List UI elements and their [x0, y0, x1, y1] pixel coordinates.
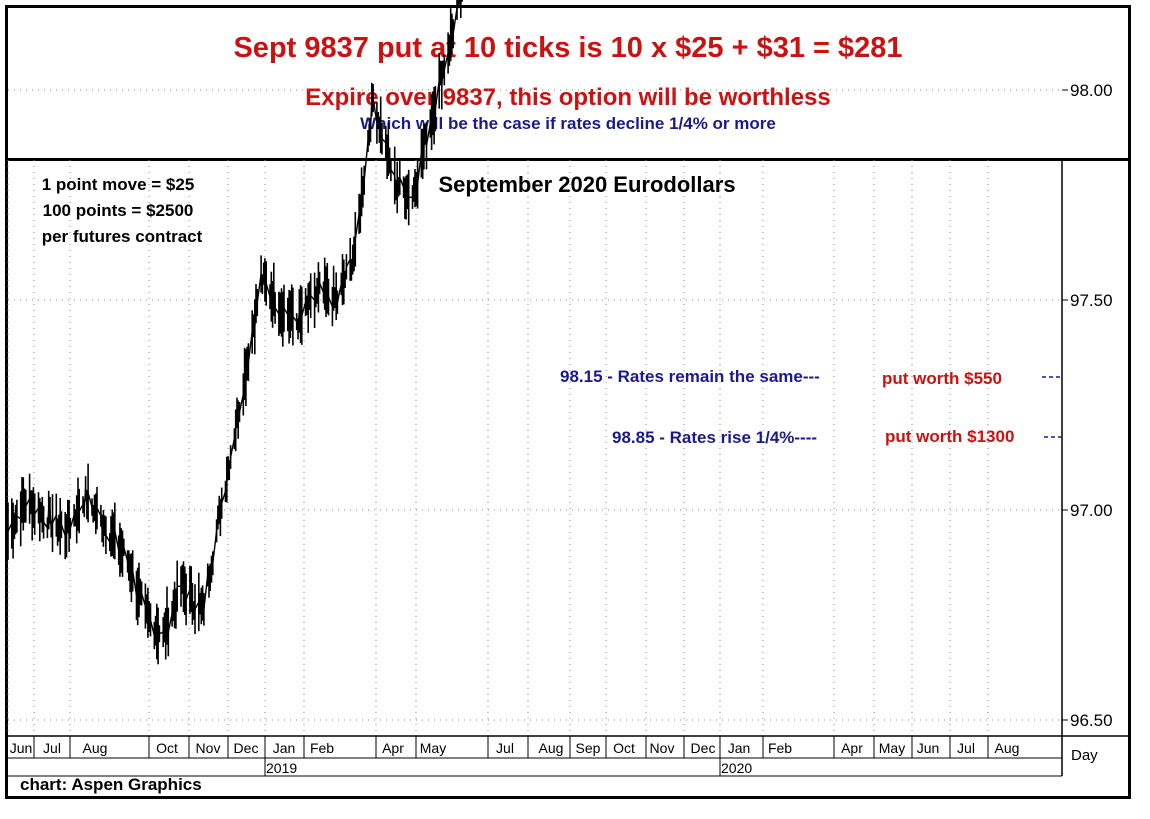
periodicity-label: Day [1071, 747, 1098, 764]
annotation-rise: 98.85 - Rates rise 1/4%---- [612, 428, 817, 447]
x-tick-label: Aug [539, 740, 564, 756]
x-tick-label: Dec [234, 740, 259, 756]
x-tick-label: Oct [156, 740, 178, 756]
annotation-rise-value: put worth $1300 [885, 427, 1014, 446]
price-series [7, 0, 463, 665]
x-tick-label: Jan [273, 740, 296, 756]
y-tick-label: 96.50 [1070, 711, 1113, 730]
x-tick-label: Oct [613, 740, 635, 756]
y-tick-label: 98.00 [1070, 81, 1113, 100]
y-tick-label: 97.00 [1070, 501, 1113, 520]
x-tick-label: Jul [496, 740, 514, 756]
x-tick-label: Feb [310, 740, 334, 756]
chart-credit: chart: Aspen Graphics [20, 775, 202, 794]
x-tick-label: Jan [728, 740, 751, 756]
year-label: 2019 [266, 760, 297, 776]
chart-frame: Sept 9837 put at 10 ticks is 10 x $25 + … [5, 5, 1131, 799]
x-tick-label: Nov [650, 740, 675, 756]
year-label: 2020 [721, 760, 752, 776]
info-line: 1 point move = $25 [42, 175, 195, 194]
x-tick-label: Jun [917, 740, 940, 756]
x-tick-label: May [420, 740, 446, 756]
x-tick-label: May [879, 740, 905, 756]
x-tick-label: Aug [995, 740, 1020, 756]
header-title: Sept 9837 put at 10 ticks is 10 x $25 + … [233, 32, 903, 64]
annotation-unchanged-value: put worth $550 [882, 369, 1002, 388]
chart-header: Sept 9837 put at 10 ticks is 10 x $25 + … [8, 8, 1128, 161]
x-tick-label: Jun [10, 740, 33, 756]
x-tick-label: Jul [43, 740, 61, 756]
chart-title: September 2020 Eurodollars [438, 172, 735, 197]
info-line: 100 points = $2500 [43, 201, 194, 220]
info-line: per futures contract [42, 227, 203, 246]
x-tick-label: Apr [841, 740, 863, 756]
x-tick-label: Aug [83, 740, 108, 756]
x-tick-label: Sep [576, 740, 601, 756]
y-tick-label: 97.50 [1070, 291, 1113, 310]
x-tick-label: Dec [691, 740, 716, 756]
header-subtitle: Expire over 9837, this option will be wo… [305, 84, 831, 111]
x-tick-label: Nov [196, 740, 221, 756]
x-tick-label: Jul [957, 740, 975, 756]
price-line [7, 0, 459, 638]
x-tick-label: Feb [768, 740, 792, 756]
annotation-unchanged: 98.15 - Rates remain the same--- [560, 367, 820, 386]
header-note: Which will be the case if rates decline … [360, 114, 776, 133]
x-tick-label: Apr [382, 740, 404, 756]
